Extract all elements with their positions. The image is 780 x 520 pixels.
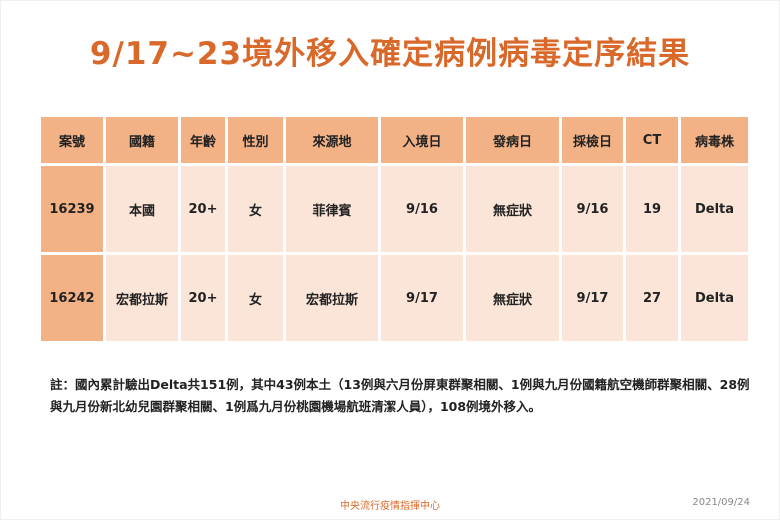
table-cell: 9/16	[381, 166, 463, 252]
table-cell: 16239	[41, 166, 103, 252]
table-cell: 無症狀	[466, 255, 559, 341]
table-header-row: 案號 國籍 年齡 性別 來源地 入境日 發病日 採檢日 CT 病毒株	[41, 117, 748, 163]
table-cell: Delta	[681, 255, 748, 341]
column-header: 年齡	[181, 117, 225, 163]
table-cell: 9/16	[562, 166, 623, 252]
column-header: 案號	[41, 117, 103, 163]
table-cell: 20+	[181, 166, 225, 252]
table-cell: 宏都拉斯	[286, 255, 378, 341]
footnote: 註：國內累計驗出Delta共151例，其中43例本土（13例與六月份屏東群聚相關…	[50, 377, 750, 414]
page-title: 9/17~23境外移入確定病例病毒定序結果	[89, 36, 691, 72]
column-header: 入境日	[381, 117, 463, 163]
column-header: 採檢日	[562, 117, 623, 163]
table-cell: 9/17	[562, 255, 623, 341]
table-cell: 27	[626, 255, 678, 341]
table-cell: 菲律賓	[286, 166, 378, 252]
column-header: 病毒株	[681, 117, 748, 163]
table-cell: 女	[228, 166, 283, 252]
sequencing-results-table: 案號 國籍 年齡 性別 來源地 入境日 發病日 採檢日 CT 病毒株 16239 本國 20+ 女菲律賓…	[38, 114, 751, 344]
column-header: 來源地	[286, 117, 378, 163]
table-cell: Delta	[681, 166, 748, 252]
column-header: 國籍	[106, 117, 178, 163]
table-row: 16242 宏都拉斯 20+ 女宏都拉斯 9/17 無症狀 9/17 27 Delta	[41, 255, 748, 341]
footer-organization: 中央流行疫情指揮中心	[340, 501, 440, 512]
table-cell: 20+	[181, 255, 225, 341]
table-cell: 9/17	[381, 255, 463, 341]
table-row: 16239 本國 20+ 女菲律賓 9/16 無症狀 9/16 19 Delta	[41, 166, 748, 252]
table-cell: 16242	[41, 255, 103, 341]
footer-date: 2021/09/24	[692, 497, 750, 508]
column-header: CT	[626, 117, 678, 163]
table-cell: 19	[626, 166, 678, 252]
column-header: 發病日	[466, 117, 559, 163]
table-cell: 女	[228, 255, 283, 341]
column-header: 性別	[228, 117, 283, 163]
table-cell: 宏都拉斯	[106, 255, 178, 341]
table-cell: 無症狀	[466, 166, 559, 252]
table-cell: 本國	[106, 166, 178, 252]
